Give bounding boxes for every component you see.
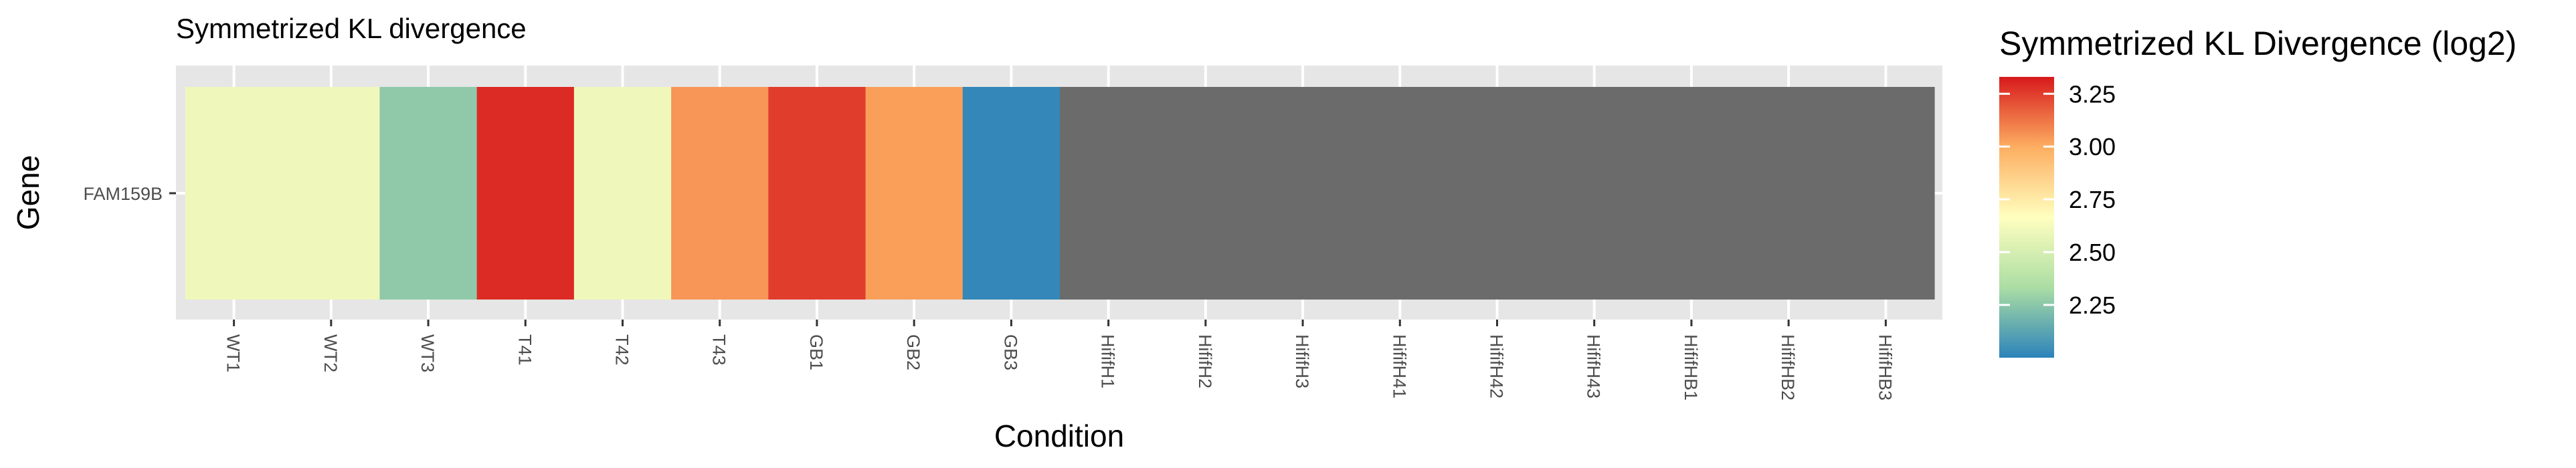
legend-label: 2.75 (2069, 186, 2116, 213)
heatmap-tile (1448, 87, 1546, 300)
heatmap-tile (1643, 87, 1741, 300)
heatmap-tile (1740, 87, 1838, 300)
x-tick-label: GB2 (903, 334, 923, 370)
x-tick-label: HififH42 (1487, 334, 1507, 398)
x-tick-label: HififH1 (1098, 334, 1118, 388)
x-tick-label: HififH43 (1584, 334, 1604, 398)
legend-ticks: 2.25 2.50 2.75 3.00 3.25 (1999, 80, 2116, 319)
heatmap-tile (476, 87, 575, 300)
x-tick-label: T43 (709, 334, 729, 366)
x-tick-label: HififHB3 (1875, 334, 1895, 400)
heatmap-tile (1351, 87, 1449, 300)
heatmap-tile (865, 87, 963, 300)
heatmap-tile (768, 87, 866, 300)
legend-label: 2.50 (2069, 239, 2116, 266)
legend-title: Symmetrized KL Divergence (log2) (1999, 25, 2516, 62)
heatmap-tile (379, 87, 478, 300)
legend-label: 2.25 (2069, 291, 2116, 319)
heatmap-tile (573, 87, 672, 300)
heatmap-tile (1254, 87, 1352, 300)
heatmap-tile (671, 87, 769, 300)
x-tick-label: T42 (612, 334, 632, 366)
legend-colorbar (1999, 77, 2054, 358)
heatmap-tiles (185, 87, 1935, 300)
y-tick-label: FAM159B (83, 184, 163, 204)
x-tick-label: WT2 (320, 334, 341, 372)
heatmap-tile (1157, 87, 1255, 300)
x-tick-label: WT1 (223, 334, 244, 372)
x-tick-label: WT3 (418, 334, 438, 372)
x-tick-label: HififH3 (1292, 334, 1312, 388)
y-axis-title: Gene (11, 155, 45, 231)
heatmap-tile (282, 87, 381, 300)
x-tick-label: HififHB1 (1681, 334, 1701, 400)
legend-label: 3.00 (2069, 133, 2116, 160)
x-tick-label: HififH2 (1195, 334, 1215, 388)
legend-label: 3.25 (2069, 80, 2116, 108)
heatmap-tile (962, 87, 1061, 300)
y-axis-ticks: FAM159B (83, 184, 176, 204)
x-tick-label: HififH41 (1389, 334, 1409, 398)
heatmap-tile (1060, 87, 1158, 300)
heatmap-tile (1837, 87, 1935, 300)
x-tick-label: GB1 (806, 334, 826, 370)
x-axis-title: Condition (994, 419, 1124, 453)
x-tick-label: HififHB2 (1778, 334, 1798, 400)
chart-title: Symmetrized KL divergence (176, 13, 527, 44)
heatmap-tile (1546, 87, 1643, 300)
heatmap-tile (185, 87, 283, 300)
x-tick-label: T41 (515, 334, 535, 366)
x-axis-ticks: WT1 WT2 WT3 T41 T42 T43 GB1 GB2 GB3 HififH1 HififH… (223, 320, 1895, 400)
x-tick-label: GB3 (1000, 334, 1020, 370)
